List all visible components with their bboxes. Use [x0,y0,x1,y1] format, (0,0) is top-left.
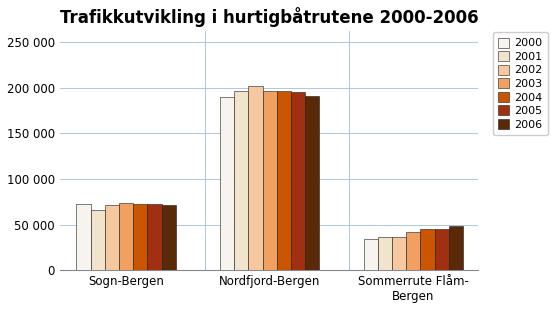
Bar [162,205,176,270]
Bar [305,96,319,270]
Bar [262,91,277,270]
Bar [248,86,262,270]
Bar [421,229,434,270]
Bar [105,205,119,270]
Bar [434,229,449,270]
Bar [220,97,234,270]
Bar [364,239,378,270]
Bar [76,204,91,270]
Title: Trafikkutvikling i hurtigbåtrutene 2000-2006: Trafikkutvikling i hurtigbåtrutene 2000-… [60,7,478,27]
Bar [449,225,463,270]
Bar [148,204,162,270]
Bar [378,237,392,270]
Bar [406,232,421,270]
Bar [291,92,305,270]
Bar [133,204,148,270]
Legend: 2000, 2001, 2002, 2003, 2004, 2005, 2006: 2000, 2001, 2002, 2003, 2004, 2005, 2006 [493,32,548,135]
Bar [277,91,291,270]
Bar [91,210,105,270]
Bar [392,237,406,270]
Bar [234,91,248,270]
Bar [119,203,133,270]
